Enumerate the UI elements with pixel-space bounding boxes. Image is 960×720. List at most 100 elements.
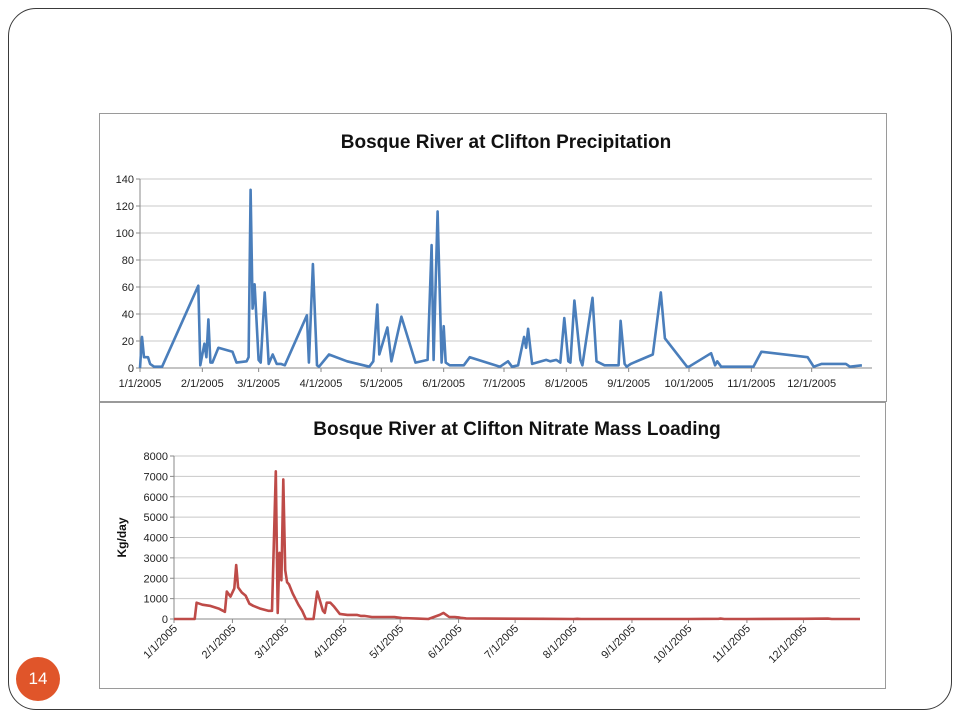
data-point [806, 356, 808, 358]
data-point [719, 617, 721, 619]
data-point [752, 366, 754, 368]
data-point [626, 366, 628, 368]
data-point [549, 360, 551, 362]
data-point [426, 359, 428, 361]
x-tick-label: 10/1/2005 [665, 378, 714, 390]
data-point [531, 363, 533, 365]
data-point [195, 602, 197, 604]
y-tick-label: 7000 [144, 471, 168, 483]
data-point [205, 356, 207, 358]
data-point [563, 317, 565, 319]
y-axis-label: Kg/day [115, 517, 129, 557]
data-point [278, 552, 280, 554]
data-point [199, 364, 201, 366]
data-point [465, 617, 467, 619]
data-point [322, 610, 324, 612]
data-point [276, 363, 278, 365]
data-point [439, 614, 441, 616]
data-point [393, 616, 395, 618]
data-point [139, 367, 141, 369]
data-point [579, 359, 581, 361]
data-point [427, 618, 429, 620]
data-point [286, 581, 288, 583]
data-point [194, 618, 196, 620]
data-point [209, 605, 211, 607]
data-point [207, 318, 209, 320]
data-point [386, 616, 388, 618]
data-point [623, 363, 625, 365]
data-point [371, 616, 373, 618]
y-tick-label: 60 [122, 282, 134, 294]
data-point [197, 285, 199, 287]
data-point [445, 361, 447, 363]
data-point [224, 611, 226, 613]
data-point [802, 618, 804, 620]
data-point [264, 291, 266, 293]
data-point [275, 470, 277, 472]
data-point [573, 299, 575, 301]
y-tick-label: 40 [122, 309, 134, 321]
data-point [440, 361, 442, 363]
data-point [436, 210, 438, 212]
data-point [244, 594, 246, 596]
data-point [567, 360, 569, 362]
y-tick-label: 0 [128, 363, 134, 375]
x-tick-label: 11/1/2005 [727, 378, 775, 390]
y-tick-label: 8000 [144, 451, 168, 463]
data-point [723, 618, 725, 620]
y-tick-label: 20 [122, 336, 134, 348]
data-point [459, 617, 461, 619]
series-line [138, 188, 863, 369]
precipitation-chart: Bosque River at Clifton Precipitation 0 20… [99, 113, 887, 402]
data-point [233, 587, 235, 589]
data-point [267, 610, 269, 612]
data-point [716, 360, 718, 362]
data-point [430, 244, 432, 246]
x-tick-label: 12/1/2005 [787, 378, 836, 390]
chart-title: Bosque River at Clifton Nitrate Mass Loa… [313, 419, 721, 440]
data-point [272, 353, 274, 355]
data-point [376, 303, 378, 305]
data-point [201, 604, 203, 606]
data-point [835, 363, 837, 365]
data-point [277, 612, 279, 614]
data-point [861, 364, 863, 366]
data-point [346, 614, 348, 616]
data-point [825, 363, 827, 365]
data-point [511, 366, 513, 368]
data-point [284, 364, 286, 366]
data-point [339, 613, 341, 615]
data-point [328, 353, 330, 355]
y-tick-label: 2000 [144, 573, 168, 585]
data-point [831, 618, 833, 620]
data-point [305, 618, 307, 620]
data-point [260, 608, 262, 610]
data-point [161, 366, 163, 368]
data-point [664, 337, 666, 339]
data-point [525, 347, 527, 349]
data-point [141, 336, 143, 338]
y-tick-label: 5000 [144, 512, 168, 524]
data-point [252, 605, 254, 607]
chart-title: Bosque River at Clifton Precipitation [341, 132, 671, 153]
data-point [499, 366, 501, 368]
data-point [241, 591, 243, 593]
data-point [619, 320, 621, 322]
x-tick-label: 5/1/2005 [360, 378, 403, 390]
data-point [545, 359, 547, 361]
data-point [416, 617, 418, 619]
data-point [203, 343, 205, 345]
data-point [442, 612, 444, 614]
data-point [859, 618, 861, 620]
data-point [760, 351, 762, 353]
data-point [301, 610, 303, 612]
data-point [454, 616, 456, 618]
data-point [603, 364, 605, 366]
x-tick-label: 4/1/2005 [311, 623, 350, 662]
x-tick-label: 8/1/2005 [545, 378, 588, 390]
data-point [346, 360, 348, 362]
data-point [448, 616, 450, 618]
data-point [308, 361, 310, 363]
data-point [245, 360, 247, 362]
x-tick-label: 2/1/2005 [200, 623, 239, 662]
